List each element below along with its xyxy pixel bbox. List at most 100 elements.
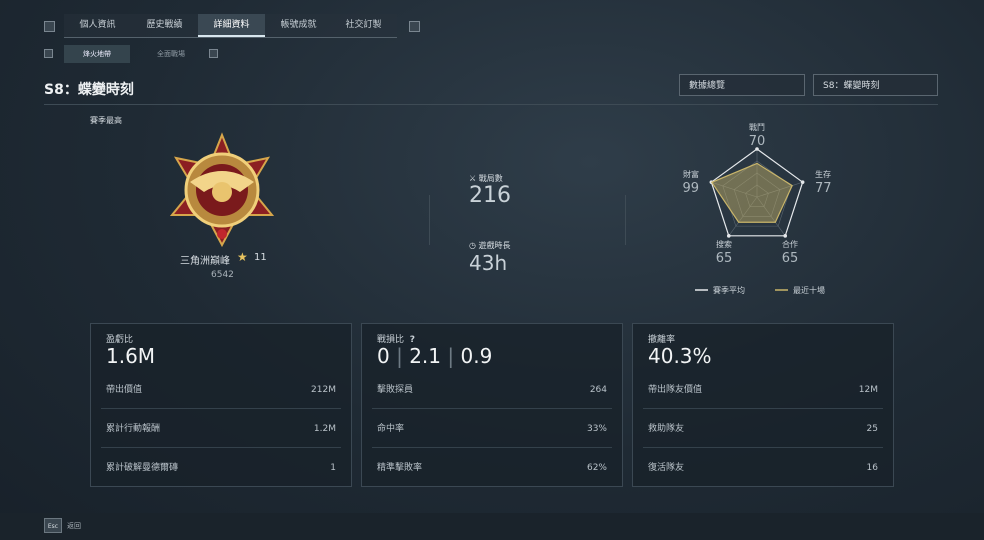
radar-vertex bbox=[755, 147, 759, 151]
divider bbox=[44, 104, 938, 105]
card-value: 0 | 2.1 | 0.9 bbox=[377, 344, 493, 368]
subtab[interactable]: 全面戰場 bbox=[157, 50, 185, 58]
key-hint bbox=[44, 21, 55, 32]
radar-label: 財富 bbox=[683, 169, 699, 179]
legend-label: 最近十場 bbox=[793, 285, 825, 295]
row-label: 命中率 bbox=[377, 424, 405, 434]
radar-vertex bbox=[800, 180, 805, 184]
kd-value: 2.1 bbox=[409, 344, 442, 368]
stat-row: 擊敗探員 264 bbox=[377, 380, 607, 400]
stat-row: 帶出隊友價值 12M bbox=[648, 380, 878, 400]
row-value: 33% bbox=[586, 424, 607, 434]
back-label[interactable]: 返回 bbox=[67, 522, 81, 530]
card-title-text: 戰損比 bbox=[377, 335, 405, 345]
radar-value: 70 bbox=[749, 134, 766, 149]
divider bbox=[643, 447, 883, 448]
row-value: 12M bbox=[858, 385, 878, 395]
divider bbox=[101, 447, 341, 448]
subtab-active[interactable]: 烽火地帶 bbox=[64, 45, 130, 63]
dropdown-label: 數據總覽 bbox=[689, 81, 726, 91]
star-icon: ★ bbox=[237, 250, 248, 264]
tab[interactable]: 歷史戰績 bbox=[146, 20, 183, 30]
divider bbox=[643, 408, 883, 409]
row-value: 62% bbox=[586, 463, 607, 473]
card-title: 盈虧比 bbox=[106, 335, 134, 345]
card-value: 1.6M bbox=[106, 344, 156, 368]
radar-label: 合作 bbox=[782, 239, 798, 249]
stat-row: 精準擊敗率 62% bbox=[377, 458, 607, 478]
radar-value: 99 bbox=[682, 181, 699, 196]
stat-row: 累計行動報酬 1.2M bbox=[106, 419, 336, 439]
row-value: 25 bbox=[866, 424, 878, 434]
radar-label: 生存 bbox=[815, 169, 831, 179]
stat-label: ⚔ 戰局數 bbox=[469, 174, 503, 183]
stat-row: 命中率 33% bbox=[377, 419, 607, 439]
dropdown-label: S8：蝶變時刻 bbox=[823, 81, 880, 91]
radar-spoke bbox=[756, 196, 786, 237]
radar-spoke bbox=[711, 181, 758, 198]
stat-row: 復活隊友 16 bbox=[648, 458, 878, 478]
key-hint bbox=[209, 49, 218, 58]
stat-value: 216 bbox=[469, 183, 511, 208]
radar-value: 77 bbox=[815, 181, 832, 196]
stat-card: 盈虧比 1.6M 帶出價值 212M 累計行動報酬 1.2M 累計破解曼德爾磚 1 bbox=[90, 323, 352, 487]
card-value: 40.3% bbox=[648, 344, 712, 368]
tab[interactable]: 社交訂製 bbox=[345, 20, 382, 30]
stat-label-text: 戰局數 bbox=[478, 174, 503, 183]
radar-grid bbox=[733, 172, 781, 217]
divider bbox=[429, 195, 430, 245]
radar-value: 65 bbox=[716, 251, 733, 266]
key-hint[interactable]: Esc bbox=[44, 518, 62, 533]
card-title: 戰損比 ? bbox=[377, 332, 418, 346]
medal bbox=[169, 132, 275, 248]
legend-label: 賽季平均 bbox=[713, 285, 745, 295]
tab[interactable]: 個人資訊 bbox=[79, 20, 116, 30]
row-label: 累計行動報酬 bbox=[106, 424, 161, 434]
key-hint bbox=[409, 21, 420, 32]
row-value: 212M bbox=[311, 385, 336, 395]
kd-value: 0.9 bbox=[460, 344, 493, 368]
row-label: 擊敗探員 bbox=[377, 385, 414, 395]
footer-bar bbox=[0, 513, 984, 540]
stat-label-text: 遊戲時長 bbox=[478, 241, 511, 250]
dropdown[interactable]: 數據總覽 bbox=[679, 74, 805, 96]
radar-area bbox=[710, 162, 793, 223]
stat-label: ◷ 遊戲時長 bbox=[469, 241, 511, 250]
divider bbox=[372, 408, 612, 409]
kd-value: 0 bbox=[377, 344, 390, 368]
row-label: 帶出價值 bbox=[106, 385, 143, 395]
help-icon[interactable]: ? bbox=[409, 335, 415, 345]
rank-heading: 賽季最高 bbox=[90, 116, 122, 125]
row-label: 精準擊敗率 bbox=[377, 463, 423, 473]
row-label: 復活隊友 bbox=[648, 463, 685, 473]
radar-spoke bbox=[756, 181, 803, 198]
row-value: 264 bbox=[589, 385, 607, 395]
radar-value: 65 bbox=[782, 251, 799, 266]
stat-row: 帶出價值 212M bbox=[106, 380, 336, 400]
row-label: 救助隊友 bbox=[648, 424, 685, 434]
row-label: 帶出隊友價值 bbox=[648, 385, 703, 395]
key-hint bbox=[44, 49, 53, 58]
radar-chart: 戰鬥 70 生存 77 合作 65 搜索 65 財富 99 賽季平均 最近十場 bbox=[682, 122, 832, 295]
row-label: 累計破解曼德爾磚 bbox=[106, 463, 179, 473]
stat-row: 累計破解曼德爾磚 1 bbox=[106, 458, 336, 478]
divider bbox=[372, 447, 612, 448]
row-value: 1 bbox=[330, 463, 336, 473]
stat-value: 43h bbox=[469, 251, 508, 275]
radar-grid bbox=[710, 148, 804, 237]
dropdown[interactable]: S8：蝶變時刻 bbox=[813, 74, 938, 96]
row-value: 16 bbox=[866, 463, 878, 473]
rank-stars: 11 bbox=[254, 252, 267, 263]
row-value: 1.2M bbox=[313, 424, 336, 434]
tab[interactable]: 帳號成就 bbox=[280, 20, 317, 30]
radar-vertex bbox=[783, 234, 788, 238]
card-title: 撤離率 bbox=[648, 335, 676, 345]
radar-label: 戰鬥 bbox=[749, 122, 765, 132]
radar-spoke bbox=[728, 196, 758, 237]
radar-label: 搜索 bbox=[716, 239, 732, 249]
season-title: S8：蝶變時刻 bbox=[44, 82, 134, 98]
divider bbox=[101, 408, 341, 409]
divider bbox=[625, 195, 626, 245]
tab-active[interactable]: 詳細資料 bbox=[198, 14, 265, 37]
